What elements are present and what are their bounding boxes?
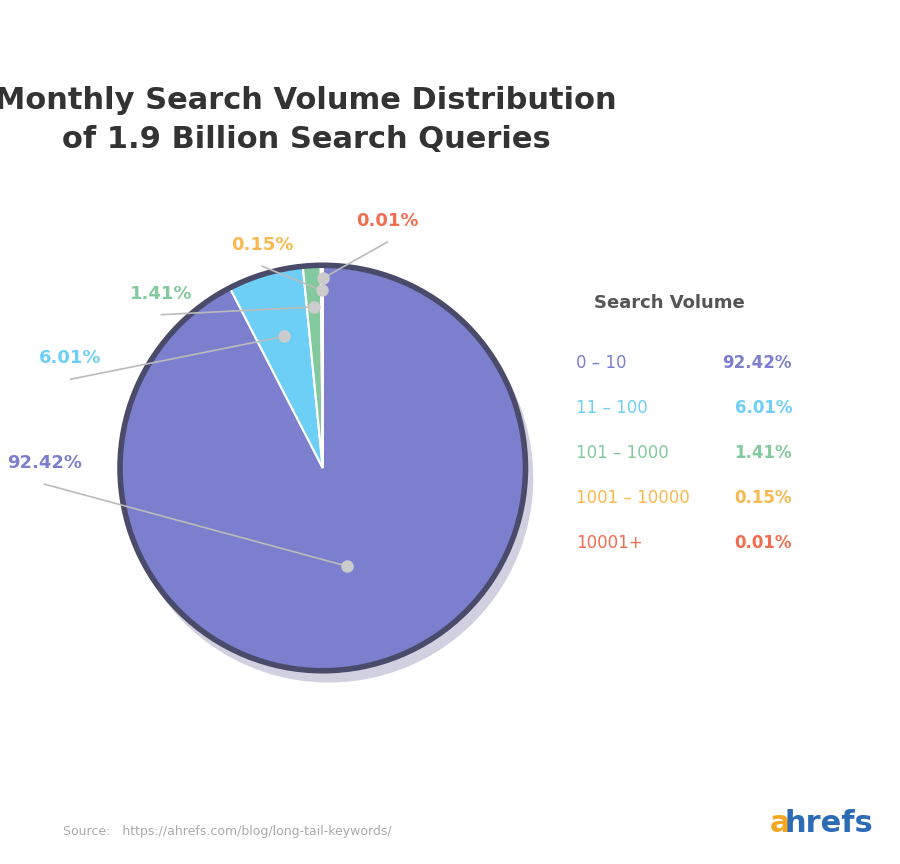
Wedge shape <box>320 266 323 468</box>
Text: 0.15%: 0.15% <box>734 489 792 507</box>
Text: 92.42%: 92.42% <box>7 454 82 472</box>
Circle shape <box>125 275 533 682</box>
Text: 0 – 10: 0 – 10 <box>576 354 626 372</box>
Text: 11 – 100: 11 – 100 <box>576 399 648 417</box>
Text: 6.01%: 6.01% <box>734 399 792 417</box>
Text: hrefs: hrefs <box>785 809 874 838</box>
Text: a: a <box>770 809 790 838</box>
Text: Source:   https://ahrefs.com/blog/long-tail-keywords/: Source: https://ahrefs.com/blog/long-tai… <box>63 825 392 838</box>
Text: Search Volume: Search Volume <box>594 294 745 312</box>
Text: 0.01%: 0.01% <box>356 212 419 230</box>
Text: Monthly Search Volume Distribution
of 1.9 Billion Search Queries: Monthly Search Volume Distribution of 1.… <box>0 86 616 154</box>
Text: 6.01%: 6.01% <box>40 349 102 367</box>
Text: 1.41%: 1.41% <box>130 284 193 302</box>
Text: 1001 – 10000: 1001 – 10000 <box>576 489 689 507</box>
Text: 0.15%: 0.15% <box>231 236 293 254</box>
Text: 0.01%: 0.01% <box>734 534 792 552</box>
Text: 92.42%: 92.42% <box>723 354 792 372</box>
Wedge shape <box>121 266 525 670</box>
Wedge shape <box>230 267 323 468</box>
Text: 10001+: 10001+ <box>576 534 643 552</box>
Text: 101 – 1000: 101 – 1000 <box>576 444 669 462</box>
Text: 1.41%: 1.41% <box>734 444 792 462</box>
Wedge shape <box>303 266 323 468</box>
